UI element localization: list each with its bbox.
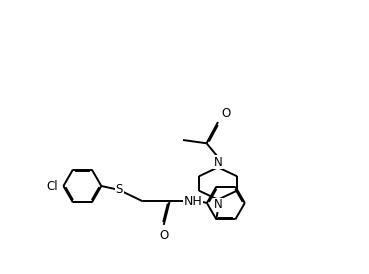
Text: N: N — [214, 156, 223, 169]
Text: O: O — [159, 229, 168, 242]
Text: Cl: Cl — [47, 179, 58, 193]
Text: O: O — [221, 107, 230, 120]
Text: S: S — [115, 183, 123, 196]
Text: NH: NH — [184, 195, 203, 208]
Text: N: N — [214, 198, 223, 211]
